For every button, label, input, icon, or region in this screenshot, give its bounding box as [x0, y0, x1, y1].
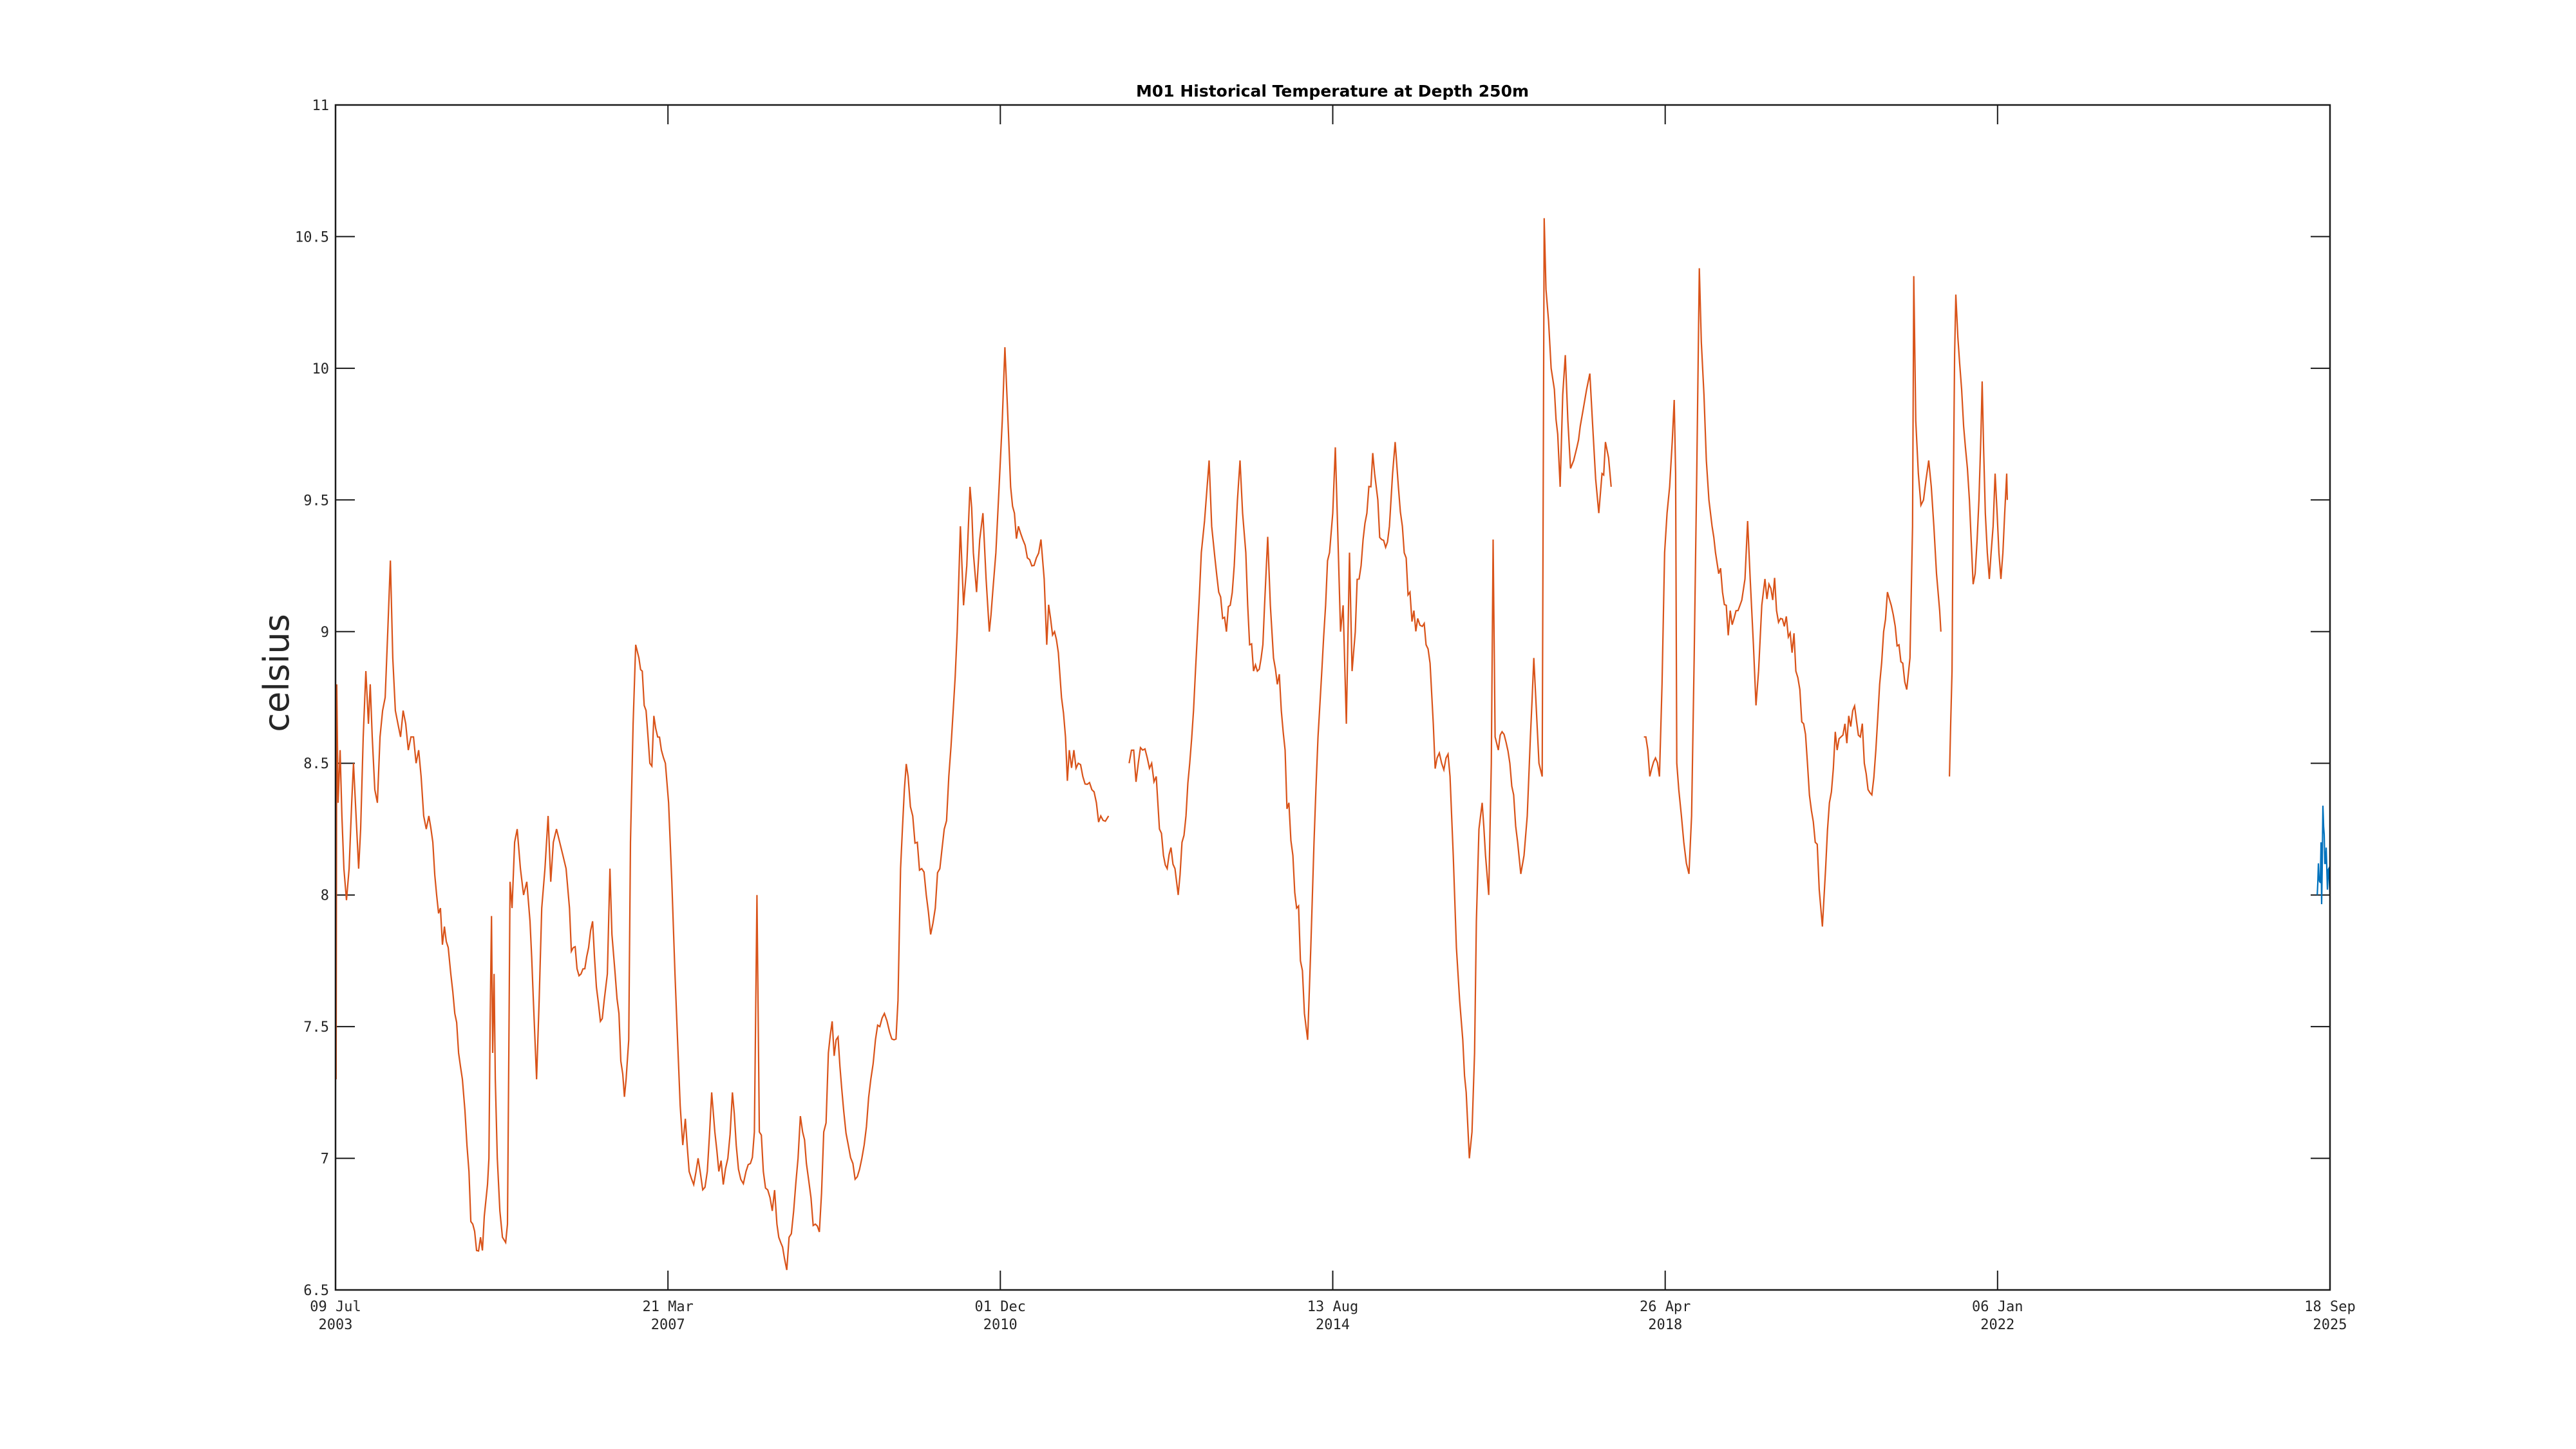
y-tick-labels: 6.5 7 7.5 8 8.5 9 9.5 10 10.5 11 — [295, 98, 329, 1299]
y-tick-label: 7 — [321, 1151, 329, 1168]
series-path-recent-temperature — [2316, 805, 2330, 905]
x-tick-label-day: 21 Mar — [642, 1299, 693, 1315]
plot-area — [336, 218, 2330, 1271]
x-tick-label-year: 2022 — [1980, 1317, 2014, 1333]
y-axis-label: celsius — [256, 614, 297, 732]
y-tick-label: 8.5 — [303, 756, 329, 772]
x-tick-label-year: 2003 — [319, 1317, 353, 1333]
x-tick-label-day: 09 Jul — [310, 1299, 361, 1315]
axis-ticks — [335, 104, 2331, 1291]
y-tick-label: 10 — [312, 361, 330, 377]
x-tick-label-year: 2025 — [2313, 1317, 2347, 1333]
x-tick-label-year: 2018 — [1648, 1317, 1682, 1333]
y-tick-label: 8 — [321, 888, 329, 904]
y-tick-label: 9.5 — [303, 493, 329, 509]
x-tick-labels: 09 Jul 2003 21 Mar 2007 01 Dec 2010 13 Aug 2014… — [310, 1299, 2355, 1333]
y-tick-label: 7.5 — [303, 1019, 329, 1036]
y-tick-label: 10.5 — [295, 229, 329, 245]
x-tick-label-day: 13 Aug — [1307, 1299, 1358, 1315]
series-path-historical-temperature — [336, 218, 2008, 1271]
x-tick-label-year: 2007 — [651, 1317, 685, 1333]
x-tick-label-year: 2010 — [983, 1317, 1018, 1333]
x-tick-label-day: 06 Jan — [1972, 1299, 2023, 1315]
x-tick-label-year: 2014 — [1316, 1317, 1350, 1333]
chart-title: M01 Historical Temperature at Depth 250m — [1136, 82, 1529, 100]
y-tick-label: 11 — [312, 98, 330, 114]
x-tick-label-day: 18 Sep — [2304, 1299, 2355, 1315]
x-tick-label-day: 01 Dec — [975, 1299, 1026, 1315]
plot-box — [334, 104, 2331, 1291]
y-tick-label: 6.5 — [303, 1283, 329, 1299]
y-tick-label: 9 — [321, 625, 329, 641]
x-tick-label-day: 26 Apr — [1640, 1299, 1690, 1315]
